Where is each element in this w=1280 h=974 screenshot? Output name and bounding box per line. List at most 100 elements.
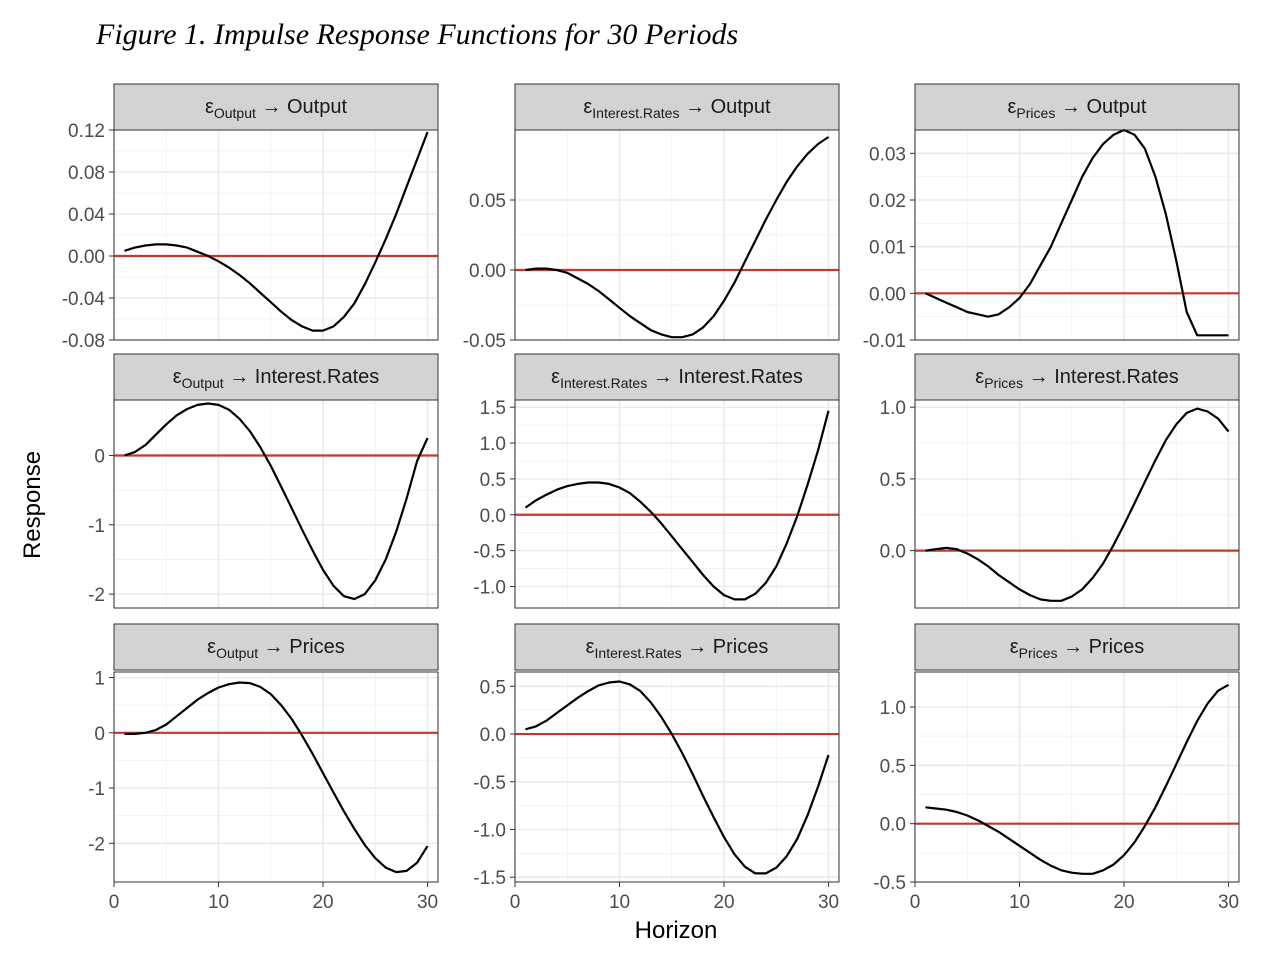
- facet-strip-label: εPrices → Prices: [1010, 636, 1145, 661]
- y-tick-label: 0.12: [68, 121, 105, 142]
- facet-strip: [914, 353, 1240, 401]
- facet-strip: [514, 83, 840, 131]
- y-tick-label: 0.5: [880, 756, 906, 777]
- y-tick-label: -2: [88, 834, 105, 855]
- facet-strip: [113, 623, 439, 671]
- x-tick-label: 30: [1218, 892, 1239, 913]
- panel-border: [914, 671, 1240, 883]
- facet-strip-label: εOutput → Interest.Rates: [173, 366, 380, 391]
- y-tick-label: -1: [88, 516, 105, 537]
- y-tick-label: 0: [94, 446, 105, 467]
- y-tick-label: 1.0: [880, 698, 906, 719]
- y-tick-label: 0.0: [480, 725, 506, 746]
- x-tick-label: 20: [713, 892, 734, 913]
- x-tick-label: 10: [208, 892, 229, 913]
- panel-background: [915, 400, 1239, 608]
- panel-border: [514, 399, 840, 609]
- y-tick-label: 0.03: [869, 144, 906, 165]
- x-axis-title: Horizon: [635, 917, 718, 944]
- panel-background: [515, 400, 839, 608]
- x-tick-label: 30: [417, 892, 438, 913]
- x-tick-label: 10: [1009, 892, 1030, 913]
- facet-strip-label: εPrices → Output: [1008, 96, 1147, 121]
- series-line: [524, 410, 830, 601]
- facet-strip: [914, 83, 1240, 131]
- y-tick-label: -1.0: [473, 577, 506, 598]
- panel-background: [915, 130, 1239, 340]
- x-tick-label: 0: [510, 892, 521, 913]
- y-tick-label: -0.5: [873, 873, 906, 894]
- panel-border: [514, 129, 840, 341]
- y-tick-label: 0.0: [880, 815, 906, 836]
- y-tick-label: 1.0: [880, 398, 906, 419]
- y-tick-label: 0: [94, 724, 105, 745]
- series-line: [925, 683, 1230, 875]
- facet-strip-label: εInterest.Rates → Prices: [586, 636, 769, 661]
- facet-strip-label: εInterest.Rates → Interest.Rates: [551, 366, 803, 391]
- panel-border: [514, 671, 840, 883]
- y-tick-label: 1.0: [480, 434, 506, 455]
- facet-grid: εOutput → Output-0.08-0.040.000.040.080.…: [19, 83, 1240, 944]
- y-tick-label: 1: [94, 669, 105, 690]
- series-line: [124, 681, 429, 874]
- facet-strip-label: εInterest.Rates → Output: [583, 96, 771, 121]
- panel-9: εPrices → Prices -0.5 0.0 0.5 1.0 0 10 20 30: [873, 623, 1240, 913]
- y-tick-label: 0.00: [869, 284, 906, 305]
- x-tick-label: 20: [1113, 892, 1134, 913]
- y-tick-label: 0.01: [869, 238, 906, 259]
- panel-background: [114, 400, 438, 608]
- y-tick-label: 0.08: [68, 163, 105, 184]
- panel-border: [914, 399, 1240, 609]
- series-line: [925, 407, 1230, 602]
- x-tick-label: 10: [609, 892, 630, 913]
- y-tick-label: 0.02: [869, 191, 906, 212]
- facet-strip: [514, 623, 840, 671]
- y-tick-label: 0.0: [480, 506, 506, 527]
- panel-6: εPrices → Interest.Rates 0.0 0.5 1.0: [880, 353, 1240, 609]
- panel-border: [113, 399, 439, 609]
- y-tick-label: -1: [88, 779, 105, 800]
- y-tick-label: -0.08: [62, 331, 105, 352]
- facet-strip-label: εOutput → Prices: [207, 636, 345, 661]
- y-axis-title: Response: [19, 451, 46, 559]
- y-tick-label: -0.04: [62, 289, 106, 310]
- facet-strip: [113, 353, 439, 401]
- x-tick-label: 0: [109, 892, 120, 913]
- panel-1: εOutput → Output -0.08 -0.04 0.00 0.04 0.08 0.…: [62, 83, 439, 352]
- facet-strip: [514, 353, 840, 401]
- facet-strip-label: εPrices → Interest.Rates: [975, 366, 1178, 391]
- y-tick-label: 0.00: [68, 247, 105, 268]
- y-tick-label: -1.5: [473, 868, 506, 889]
- y-tick-label: -0.5: [473, 542, 506, 563]
- facet-strip-label: εOutput → Output: [205, 96, 348, 121]
- figure-title: Figure 1. Impulse Response Functions for…: [96, 18, 739, 51]
- panel-2: εInterest.Rates → Output -0.05 0.00 0.05: [463, 83, 840, 352]
- y-tick-label: 0.5: [480, 470, 506, 491]
- y-tick-label: 0.5: [480, 677, 506, 698]
- y-tick-label: -0.01: [863, 331, 906, 352]
- series-line: [525, 136, 830, 339]
- panel-background: [114, 672, 438, 882]
- facet-strip: [113, 83, 439, 131]
- panel-5: εInterest.Rates → Interest.Rates -1.0 -0.5…: [473, 353, 840, 609]
- series-line: [525, 680, 830, 875]
- panel-border: [113, 129, 439, 341]
- x-tick-label: 0: [910, 892, 921, 913]
- y-tick-label: 0.5: [880, 470, 906, 491]
- y-tick-label: -2: [88, 585, 105, 606]
- y-tick-label: 0.0: [880, 542, 906, 563]
- series-line: [124, 131, 429, 332]
- x-tick-label: 20: [312, 892, 333, 913]
- y-tick-label: -0.05: [463, 331, 506, 352]
- y-tick-label: 0.00: [469, 261, 506, 282]
- x-tick-label: 30: [818, 892, 839, 913]
- y-tick-label: -0.5: [473, 773, 506, 794]
- series-line: [124, 402, 429, 601]
- panel-3: εPrices → Output -0.01 0.00 0.01 0.02 0.03: [863, 83, 1240, 352]
- facet-strip: [914, 623, 1240, 671]
- panel-border: [113, 671, 439, 883]
- y-tick-label: 0.04: [68, 205, 105, 226]
- y-tick-label: 0.05: [469, 191, 506, 212]
- panel-8: εInterest.Rates → Prices -1.5 -1.0 -0.5 0.0 0…: [473, 623, 840, 913]
